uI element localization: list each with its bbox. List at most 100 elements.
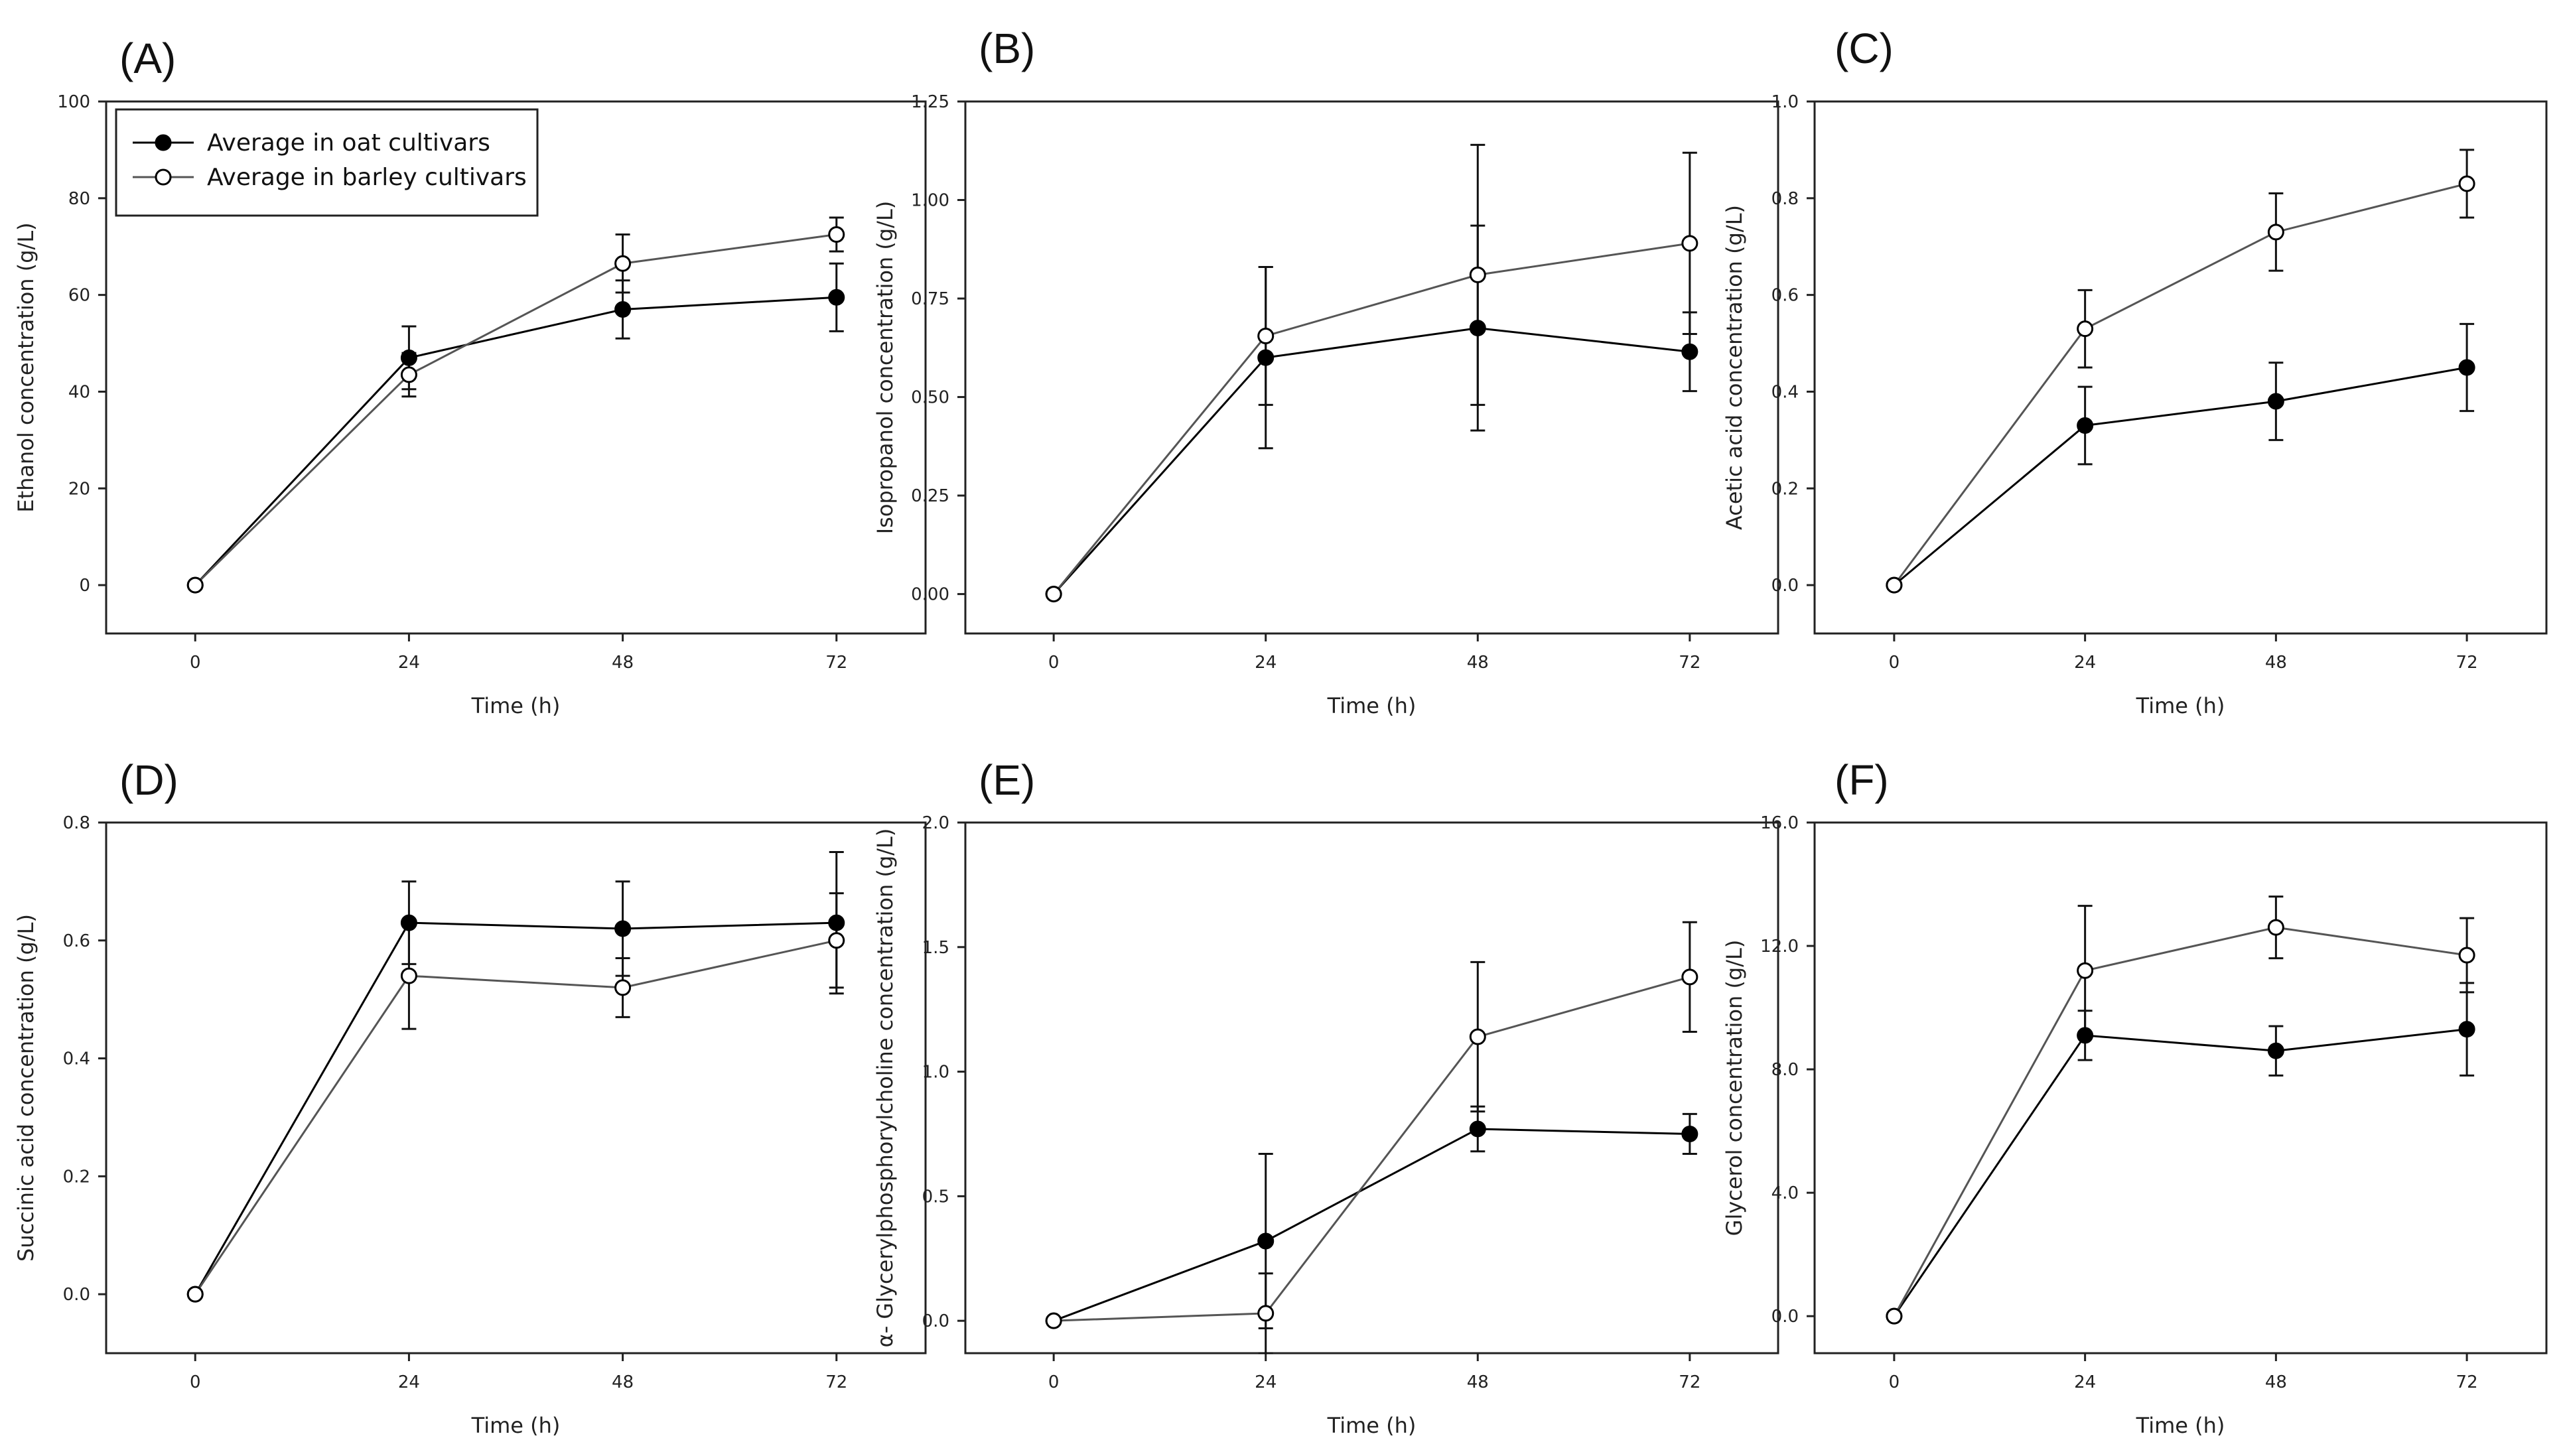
data-point-barley — [1045, 1312, 1062, 1329]
y-tick-label: 100 — [57, 92, 90, 112]
legend-marker-barley — [155, 168, 172, 186]
x-tick-label: 24 — [1255, 1372, 1277, 1392]
x-tick-label: 72 — [2456, 1372, 2478, 1392]
data-point-oat — [1257, 349, 1275, 366]
plot-frame — [964, 821, 1779, 1355]
y-tick-label: 16.0 — [1760, 813, 1799, 833]
y-tick-label: 0.4 — [63, 1049, 90, 1069]
x-axis-title: Time (h) — [2136, 1413, 2225, 1438]
y-tick-label: 1.0 — [922, 1063, 949, 1083]
y-axis-title: Succinic acid concentration (g/L) — [13, 914, 38, 1262]
series-line-oat — [1053, 327, 1691, 595]
panel-label: (C) — [1835, 25, 1894, 72]
data-point-oat — [828, 914, 845, 931]
y-tick-label: 0.0 — [922, 1311, 949, 1331]
series-line-oat — [194, 921, 837, 1295]
data-point-barley — [1257, 1305, 1275, 1322]
x-axis-title: Time (h) — [471, 1413, 561, 1438]
data-point-barley — [1257, 327, 1275, 344]
x-tick-label: 72 — [1679, 653, 1700, 673]
x-axis-title: Time (h) — [2136, 693, 2225, 718]
y-axis-title: α- Glycerylphosphorylcholine concentrati… — [872, 828, 898, 1348]
chart-panel-e: (E) 0.0 0.5 1.0 1.5 2.0 0 24 48 72 Time (h) α- Glyc… — [872, 756, 1779, 1438]
data-point-barley — [2267, 224, 2284, 241]
x-axis-title: Time (h) — [1327, 1413, 1417, 1438]
panel-label: (B) — [979, 25, 1035, 72]
data-point-barley — [2077, 320, 2094, 338]
y-axis-title: Ethanol concentration (g/L) — [13, 222, 38, 512]
y-tick-label: 0.4 — [1771, 382, 1799, 402]
y-tick-label: 0.8 — [63, 813, 90, 833]
series-line-barley — [1054, 976, 1691, 1322]
data-point-barley — [1681, 968, 1698, 986]
y-axis-title: Acetic acid concentration (g/L) — [1722, 205, 1747, 530]
data-point-barley — [1886, 1307, 1903, 1325]
panel-label: (E) — [979, 756, 1035, 804]
data-point-barley — [1045, 586, 1062, 603]
data-point-barley — [828, 932, 845, 949]
series-line-barley — [194, 233, 837, 586]
data-point-oat — [1469, 1120, 1486, 1138]
data-point-oat — [400, 349, 417, 366]
y-tick-label: 40 — [68, 382, 90, 402]
data-point-barley — [2077, 962, 2094, 979]
y-tick-label: 1.5 — [922, 938, 949, 958]
data-point-oat — [2077, 1027, 2094, 1044]
chart-panel-f: (F) 0.0 4.0 8.0 12.0 16.0 0 24 48 72 Time (h) Glyce… — [1722, 756, 2548, 1438]
data-point-oat — [400, 914, 417, 931]
x-tick-label: 0 — [1048, 653, 1060, 673]
y-tick-label: 1.0 — [1771, 92, 1799, 112]
x-tick-label: 24 — [398, 653, 420, 673]
data-point-barley — [1886, 576, 1903, 594]
y-axis-title: Glycerol concentration (g/L) — [1722, 940, 1747, 1236]
data-point-barley — [400, 366, 417, 383]
data-point-oat — [614, 920, 632, 937]
data-point-oat — [614, 301, 632, 318]
x-tick-label: 24 — [398, 1372, 420, 1392]
series-line-oat — [194, 296, 837, 586]
plot-frame — [105, 821, 927, 1355]
plot-frame — [964, 100, 1779, 635]
data-point-barley — [828, 226, 845, 243]
x-tick-label: 48 — [1467, 653, 1489, 673]
series-line-oat — [1053, 1128, 1690, 1322]
series-line-barley — [1893, 926, 2467, 1317]
x-tick-label: 48 — [2265, 653, 2287, 673]
data-point-oat — [1469, 320, 1486, 337]
x-tick-label: 0 — [190, 653, 201, 673]
data-point-barley — [614, 255, 632, 272]
series-line-barley — [194, 939, 837, 1295]
legend-label-oat: Average in oat cultivars — [207, 129, 490, 157]
data-point-oat — [2267, 1042, 2284, 1059]
y-axis-title: Isopropanol concentration (g/L) — [872, 201, 898, 535]
data-point-oat — [2077, 417, 2094, 434]
y-tick-label: 12.0 — [1760, 937, 1799, 957]
chart-panel-d: (D) 0.0 0.2 0.4 0.6 0.8 0 24 48 72 Time (h) Succini… — [13, 756, 927, 1438]
x-axis-title: Time (h) — [471, 693, 561, 718]
x-tick-label: 72 — [1679, 1372, 1700, 1392]
y-tick-label: 0.6 — [63, 931, 90, 951]
y-tick-label: 0 — [79, 576, 90, 596]
data-point-oat — [2267, 393, 2284, 410]
legend-marker-oat — [155, 134, 172, 151]
data-point-oat — [1681, 343, 1698, 360]
y-tick-label: 60 — [68, 286, 90, 306]
series-line-barley — [1052, 242, 1691, 595]
legend-label-barley: Average in barley cultivars — [207, 164, 527, 191]
panel-label: (A) — [119, 34, 176, 82]
data-point-barley — [2458, 947, 2475, 964]
data-point-barley — [400, 967, 417, 984]
data-point-barley — [186, 576, 204, 594]
data-point-barley — [614, 979, 632, 996]
panel-label: (F) — [1835, 756, 1889, 804]
panel-label: (D) — [119, 756, 178, 804]
data-point-oat — [828, 289, 845, 306]
chart-panel-c: (C) 0.0 0.2 0.4 0.6 0.8 1.0 0 24 48 72 Time (h) Acet… — [1722, 25, 2548, 718]
chart-panel-b: (B) 0.00 0.25 0.50 0.75 1.00 1.25 0 24 48 72 Time (… — [872, 25, 1779, 718]
x-tick-label: 72 — [825, 653, 847, 673]
legend-box — [115, 108, 539, 217]
y-tick-label: 20 — [68, 479, 90, 499]
y-tick-label: 0.50 — [911, 388, 949, 408]
y-tick-label: 80 — [68, 189, 90, 209]
